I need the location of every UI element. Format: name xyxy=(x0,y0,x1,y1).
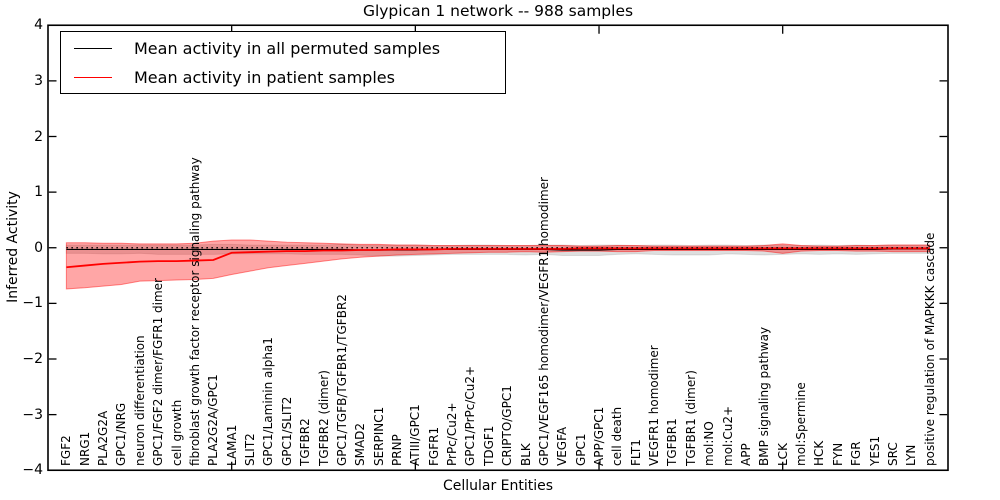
x-tick-label: FYN xyxy=(830,442,845,466)
y-tick-label: −2 xyxy=(22,351,43,367)
y-tick-label: −3 xyxy=(22,406,43,423)
y-tick-label: −4 xyxy=(22,462,43,479)
x-tick-label: APP xyxy=(738,443,753,466)
x-tick-label: NRG1 xyxy=(77,431,92,466)
x-tick-label: mol:Cu2+ xyxy=(720,405,735,466)
x-tick-label: TGFBR1 xyxy=(665,418,680,466)
y-tick-label: 2 xyxy=(34,128,43,145)
x-tick-label: PrPc/Cu2+ xyxy=(445,402,460,466)
x-tick-label: PLA2G2A/GPC1 xyxy=(206,374,221,466)
x-tick-label: VEGFR1 homodimer xyxy=(647,345,662,466)
y-tick-label: 4 xyxy=(34,17,43,34)
x-tick-label: GPC1/NRG xyxy=(114,402,129,466)
x-tick-label: VEGFA xyxy=(555,426,570,466)
x-tick-label: HCK xyxy=(812,440,827,466)
patient-mean-line xyxy=(66,247,930,269)
x-tick-label: mol:NO xyxy=(702,421,717,466)
x-tick-label: positive regulation of MAPKKK cascade xyxy=(922,232,937,466)
x-tick-label: cell death xyxy=(610,406,625,466)
x-tick-label: GPC1/TGFB/TGFBR1/TGFBR2 xyxy=(334,294,349,466)
axes-spines xyxy=(47,24,949,472)
x-tick-label: FGF2 xyxy=(59,435,74,466)
x-tick-label: CRIPTO/GPC1 xyxy=(500,385,515,466)
x-tick-label: SLIT2 xyxy=(243,433,258,466)
x-tick-label: BMP signaling pathway xyxy=(757,326,772,466)
x-tick-label: FGFR1 xyxy=(426,426,441,466)
x-tick-label: GPC1/VEGF165 homodimer/VEGFR1 homodimer xyxy=(536,177,551,466)
x-tick-label: LCK xyxy=(775,443,790,466)
legend-line-sample-black xyxy=(74,47,112,49)
x-tick-label: TGFBR1 (dimer) xyxy=(683,370,698,466)
x-tick-label: SRC xyxy=(885,442,900,466)
x-tick-label: fibroblast growth factor receptor signal… xyxy=(187,157,202,466)
x-tick-label: GPC1/PrPc/Cu2+ xyxy=(463,365,478,466)
x-tick-label: TDGF1 xyxy=(481,425,496,466)
x-tick-label: GPC1/SLIT2 xyxy=(279,396,294,466)
x-tick-label: SMAD2 xyxy=(353,422,368,466)
x-tick-label: mol:Spermine xyxy=(794,382,809,466)
y-tick-label: −1 xyxy=(22,295,43,312)
x-tick-label: LYN xyxy=(904,444,919,466)
x-axis-label: Cellular Entities xyxy=(442,478,554,494)
x-tick-label: PLA2G2A xyxy=(96,410,111,466)
y-tick-label: 3 xyxy=(34,72,43,89)
x-tick-label: GPC1/FGF2 dimer/FGFR1 dimer xyxy=(151,278,166,466)
x-tick-label: TGFBR2 (dimer) xyxy=(316,370,331,466)
x-tick-label: LAMA1 xyxy=(224,424,239,466)
x-tick-label: FGR xyxy=(849,441,864,466)
x-tick-label: BLK xyxy=(518,443,533,466)
legend-item-permuted: Mean activity in all permuted samples xyxy=(61,35,505,61)
x-tick-label: GPC1 xyxy=(573,433,588,466)
chart-title: Glypican 1 network -- 988 samples xyxy=(362,2,634,20)
legend-item-patient: Mean activity in patient samples xyxy=(61,64,505,90)
x-tick-label: APP/GPC1 xyxy=(592,406,607,466)
x-tick-label: neuron differentiation xyxy=(132,335,147,466)
x-tick-label: SERPINC1 xyxy=(371,406,386,466)
patient-range-band xyxy=(65,239,931,290)
y-tick-label: 1 xyxy=(34,184,43,201)
legend: Mean activity in all permuted samples Me… xyxy=(60,31,506,94)
x-tick-label: cell growth xyxy=(169,399,184,466)
x-tick-label: TGFBR2 xyxy=(298,418,313,466)
legend-label-permuted: Mean activity in all permuted samples xyxy=(134,38,441,58)
x-tick-label: GPC1/Laminin alpha1 xyxy=(261,337,276,466)
legend-line-sample-red xyxy=(74,76,112,78)
x-tick-label: FLT1 xyxy=(628,439,643,466)
y-tick-label: 0 xyxy=(34,239,43,256)
x-tick-label: YES1 xyxy=(867,435,882,466)
x-tick-label: PRNP xyxy=(389,434,404,466)
x-tick-label: ATIII/GPC1 xyxy=(408,404,423,466)
legend-label-patient: Mean activity in patient samples xyxy=(134,67,395,87)
